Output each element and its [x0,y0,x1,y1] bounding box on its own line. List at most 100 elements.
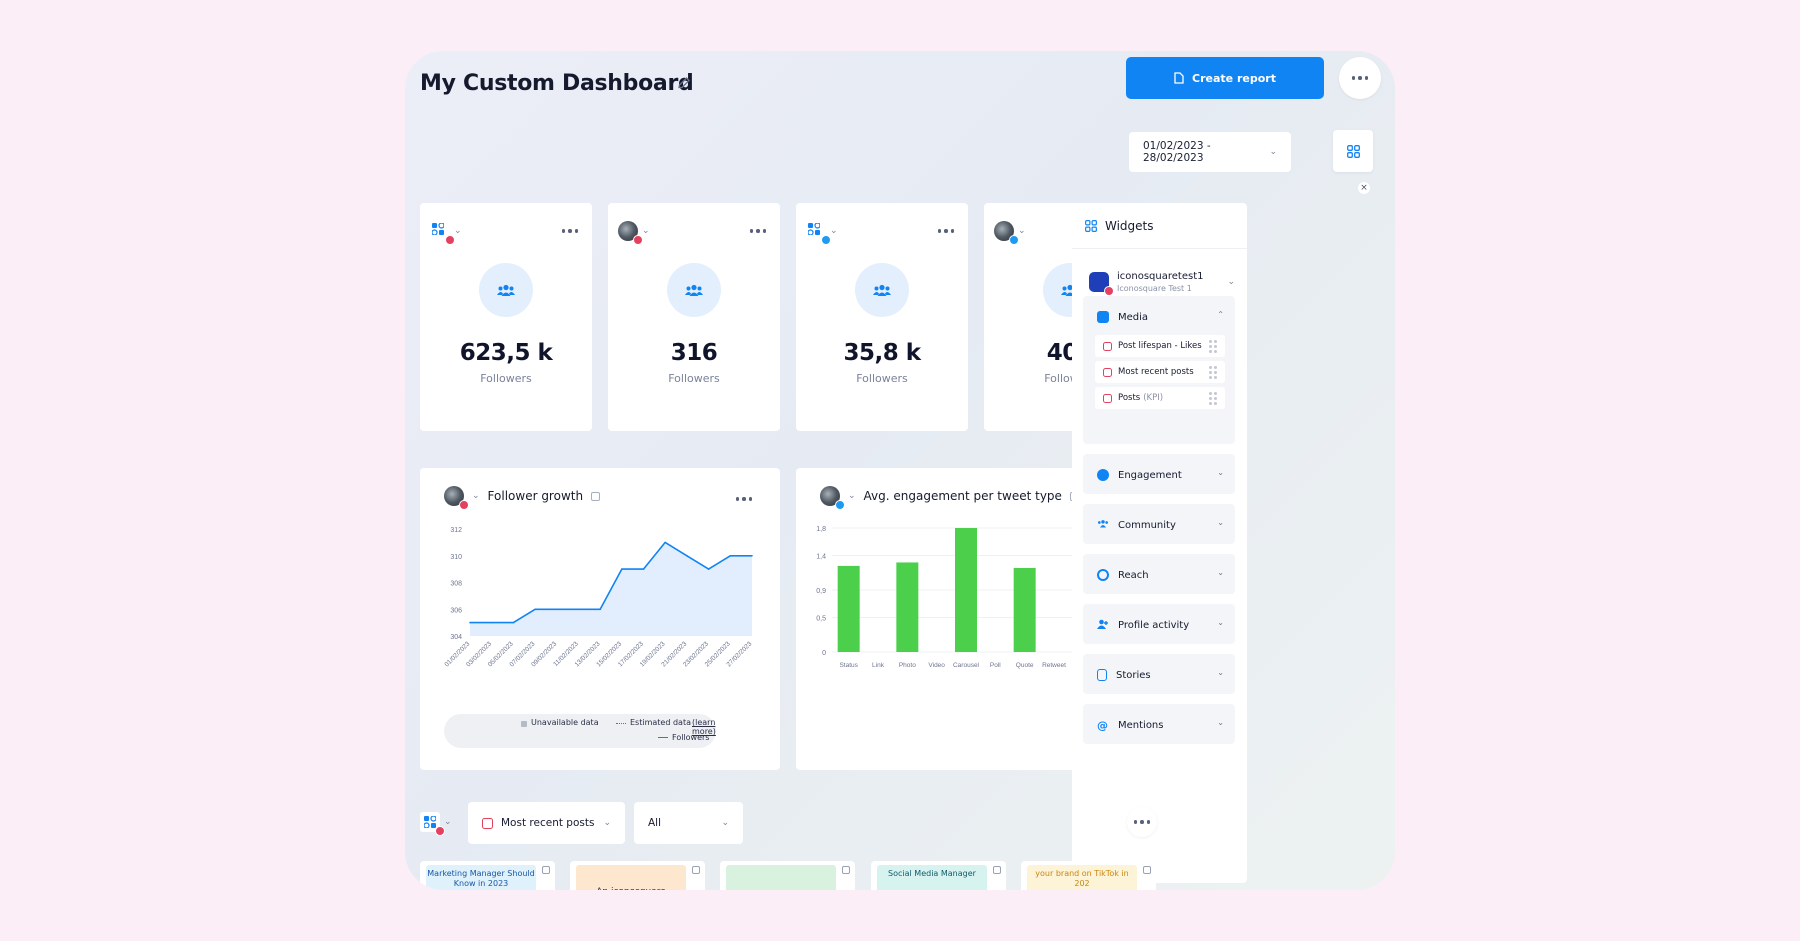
bar-carousel [955,528,977,652]
unavailable-swatch [521,721,527,727]
chart-title: Avg. engagement per tweet type [863,489,1062,503]
widget-type-select[interactable]: Most recent posts ⌄ [468,802,625,844]
data-point [599,608,601,611]
widget-item[interactable]: Most recent posts [1095,361,1225,383]
kpi-card-followers: ⌄ 623,5 k Followers [420,203,592,431]
post-image [726,865,836,890]
kpi-value: 316 [670,340,718,366]
post-type-icon [842,866,850,874]
section-label: Engagement [1118,469,1182,481]
section-label: Media [1118,311,1149,323]
account-avatar[interactable] [444,486,469,510]
learn-more-link[interactable]: (learn more) [692,718,716,736]
widget-item-label: Posts [1118,393,1141,403]
card-menu-button[interactable] [561,229,578,233]
instagram-icon [482,817,493,829]
card-menu-button[interactable] [749,229,766,233]
account-selector[interactable]: ⌄ [806,221,838,245]
drag-handle-icon[interactable] [1209,391,1217,405]
account-selector[interactable]: iconosquaretest1 Iconosquare Test 1 ⌄ [1089,271,1235,296]
widget-item[interactable]: Posts (KPI) [1095,387,1225,409]
y-tick-label: 306 [450,607,462,614]
data-point [469,621,471,624]
legend-estimated: Estimated data [630,718,691,727]
account-selector[interactable]: ⌄ [430,221,462,245]
y-tick-label: 312 [450,527,462,534]
chevron-down-icon[interactable]: ⌄ [472,491,480,501]
post-thumbnail[interactable]: Marketing Manager Should Know in 2023 [420,861,555,890]
section-engagement[interactable]: Engagement ⌄ [1083,454,1235,494]
section-community[interactable]: Community ⌄ [1083,504,1235,544]
kpi-card-followers: ⌄ 316 Followers [608,203,780,431]
section-mentions[interactable]: @ Mentions ⌄ [1083,704,1235,744]
more-options-button[interactable] [1339,57,1381,99]
section-media-header[interactable]: Media [1097,311,1148,323]
dashboard-frame: My Custom Dashboard Create report 01/02/… [405,51,1395,890]
section-label: Community [1118,519,1176,531]
create-report-button[interactable]: Create report [1126,57,1324,99]
post-thumbnail[interactable]: An iconosquare [570,861,705,890]
post-thumbnail[interactable] [720,861,855,890]
chevron-down-icon: ⌄ [1217,718,1224,727]
widget-item[interactable]: Post lifespan - Likes [1095,335,1225,357]
x-tick-label: Quote [1016,662,1034,669]
drag-handle-icon[interactable] [1209,339,1217,353]
info-icon[interactable] [591,491,601,501]
section-stories[interactable]: Stories ⌄ [1083,654,1235,694]
close-panel-icon[interactable]: × [1358,182,1370,194]
estimated-swatch [616,723,626,724]
instagram-icon [1104,286,1114,296]
kpi-label: Followers [856,372,908,385]
legend-followers: Followers [672,733,710,742]
data-point [664,541,667,544]
x-tick-label: Carousel [953,662,980,669]
chevron-down-icon: ⌄ [603,818,611,828]
kpi-label: Followers [668,372,720,385]
more-dots-icon [1133,820,1151,824]
edit-pencil-icon[interactable] [676,75,692,91]
account-selector[interactable]: ⌄ [420,812,452,836]
chevron-up-icon[interactable]: ⌃ [1217,310,1224,319]
widgets-grid-button[interactable] [1333,130,1373,172]
section-label: Reach [1118,569,1149,581]
follower-growth-chart: 31231030830630401/02/202303/02/202305/02… [443,527,753,668]
date-range-select[interactable]: 01/02/2023 - 28/02/2023 ⌄ [1129,132,1291,172]
filter-select[interactable]: All ⌄ [634,802,743,844]
post-image: Social Media Manager [877,865,987,890]
drag-handle-icon[interactable] [1209,365,1217,379]
card-menu-button[interactable] [937,229,954,233]
twitter-icon [821,235,831,245]
grid-icon [1346,144,1360,158]
section-profile-activity[interactable]: Profile activity ⌄ [1083,604,1235,644]
post-type-icon [692,866,700,874]
instagram-icon [445,235,455,245]
section-label: Mentions [1118,720,1164,731]
section-label: Profile activity [1118,619,1190,631]
bar-quote [1013,567,1036,652]
account-selector[interactable]: ⌄ [994,221,1026,245]
post-image: An iconosquare [576,865,686,890]
post-thumbnail[interactable]: Social Media Manager [871,861,1006,890]
chart-legend: Unavailable data Estimated data (learn m… [444,714,716,748]
widgets-title: Widgets [1105,219,1154,233]
account-selector[interactable]: ⌄ [618,221,650,245]
section-reach[interactable]: Reach ⌄ [1083,554,1235,594]
community-icon [667,263,721,317]
more-options-button[interactable] [1127,807,1157,837]
account-avatar[interactable] [820,486,845,510]
y-tick-label: 308 [450,581,462,588]
account-avatar [618,221,643,245]
divider [1072,248,1247,249]
account-avatar [806,221,831,245]
card-menu-button[interactable] [735,497,752,501]
data-point [621,568,623,570]
post-thumbnail[interactable]: your brand on TikTok in 202 [1021,861,1156,890]
post-image: your brand on TikTok in 202 [1027,865,1137,890]
instagram-icon [435,826,445,836]
document-icon [1174,72,1184,84]
data-point [642,568,645,570]
post-type-icon [993,866,1001,874]
chevron-down-icon: ⌄ [1217,668,1224,677]
y-tick-label: 0,9 [816,588,826,595]
chevron-down-icon[interactable]: ⌄ [848,491,856,501]
